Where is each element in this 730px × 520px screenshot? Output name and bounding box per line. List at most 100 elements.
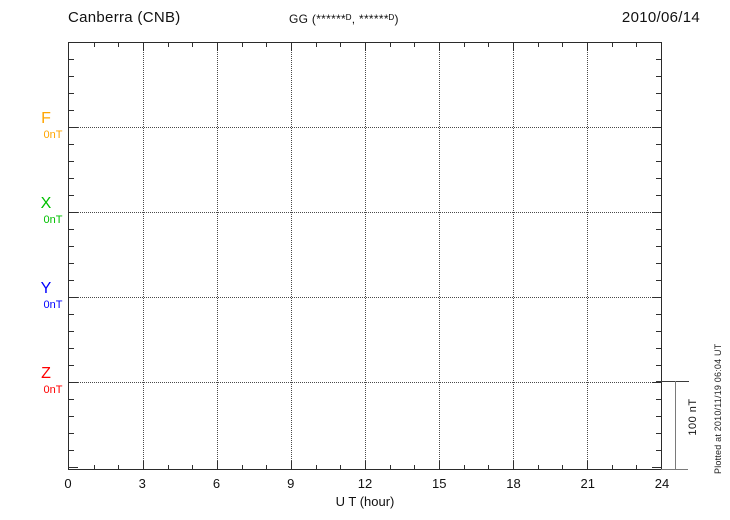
x-tick-label: 0 bbox=[64, 476, 72, 491]
y-tick-left bbox=[69, 262, 74, 264]
y-tick-right bbox=[656, 279, 661, 281]
geographic-coords-title: GG (******ᴰ, ******ᴰ) bbox=[289, 12, 399, 26]
x-tick-bottom bbox=[93, 465, 95, 469]
component-baseline-z: 0nT bbox=[43, 384, 63, 396]
scale-bar bbox=[675, 381, 676, 469]
x-tick-label: 3 bbox=[138, 476, 146, 491]
y-tick-right bbox=[656, 262, 661, 264]
plot-area bbox=[68, 42, 662, 470]
x-tick-top bbox=[488, 43, 490, 47]
x-tick-bottom bbox=[463, 465, 465, 469]
x-tick-top bbox=[266, 43, 268, 47]
component-label-z: Z bbox=[41, 365, 51, 382]
y-tick-left bbox=[69, 58, 74, 60]
x-tick-bottom bbox=[217, 461, 218, 469]
x-tick-top bbox=[439, 43, 440, 51]
x-tick-label: 18 bbox=[506, 476, 521, 491]
y-tick-right bbox=[656, 415, 661, 417]
x-tick-top bbox=[587, 43, 588, 51]
scale-bar-top-cap bbox=[656, 381, 689, 382]
y-tick-left bbox=[69, 126, 78, 128]
x-tick-bottom bbox=[636, 465, 638, 469]
x-tick-bottom bbox=[562, 465, 564, 469]
x-tick-top bbox=[414, 43, 416, 47]
y-tick-left bbox=[69, 211, 78, 213]
x-tick-top bbox=[463, 43, 465, 47]
y-tick-right bbox=[656, 75, 661, 77]
y-tick-right bbox=[656, 364, 661, 366]
x-tick-top bbox=[192, 43, 194, 47]
x-tick-top bbox=[241, 43, 243, 47]
y-tick-right bbox=[656, 92, 661, 94]
hour-gridline bbox=[587, 43, 588, 469]
y-tick-left bbox=[69, 347, 74, 349]
x-tick-bottom bbox=[167, 465, 169, 469]
x-tick-top bbox=[537, 43, 539, 47]
y-tick-left bbox=[69, 432, 74, 434]
y-tick-left bbox=[69, 245, 74, 247]
x-tick-top bbox=[167, 43, 169, 47]
component-baseline-y: 0nT bbox=[43, 299, 63, 311]
x-tick-top bbox=[291, 43, 292, 51]
x-tick-bottom bbox=[291, 461, 292, 469]
y-tick-left bbox=[69, 313, 74, 315]
x-tick-bottom bbox=[513, 461, 514, 469]
hour-gridline bbox=[291, 43, 292, 469]
y-tick-right bbox=[656, 347, 661, 349]
hour-gridline bbox=[217, 43, 218, 469]
hour-gridline bbox=[143, 43, 144, 469]
y-tick-left bbox=[69, 449, 74, 451]
station-title: Canberra (CNB) bbox=[68, 9, 181, 26]
y-tick-right bbox=[652, 211, 661, 213]
y-tick-left bbox=[69, 228, 74, 230]
x-tick-bottom bbox=[192, 465, 194, 469]
x-tick-bottom bbox=[389, 465, 391, 469]
x-tick-top bbox=[143, 43, 144, 51]
y-tick-left bbox=[69, 364, 74, 366]
x-tick-bottom bbox=[365, 461, 366, 469]
component-label-f: F bbox=[41, 110, 51, 127]
y-tick-left bbox=[69, 296, 78, 298]
x-tick-label: 12 bbox=[357, 476, 373, 491]
y-tick-left bbox=[69, 160, 74, 162]
y-tick-right bbox=[652, 466, 661, 468]
y-tick-left bbox=[69, 177, 74, 179]
y-tick-right bbox=[656, 109, 661, 111]
component-label-y: Y bbox=[40, 280, 52, 297]
y-tick-left bbox=[69, 466, 78, 468]
x-tick-bottom bbox=[118, 465, 120, 469]
y-tick-left bbox=[69, 143, 74, 145]
x-tick-top bbox=[636, 43, 638, 47]
y-tick-right bbox=[652, 126, 661, 128]
x-tick-bottom bbox=[587, 461, 588, 469]
x-tick-bottom bbox=[266, 465, 268, 469]
x-tick-bottom bbox=[488, 465, 490, 469]
y-tick-right bbox=[656, 449, 661, 451]
x-tick-top bbox=[365, 43, 366, 51]
y-tick-right bbox=[656, 245, 661, 247]
component-baseline-x: 0nT bbox=[43, 214, 63, 226]
x-axis-title: U T (hour) bbox=[335, 494, 395, 509]
x-tick-bottom bbox=[340, 465, 342, 469]
y-tick-left bbox=[69, 92, 74, 94]
x-tick-top bbox=[513, 43, 514, 51]
y-tick-right bbox=[652, 296, 661, 298]
y-tick-left bbox=[69, 330, 74, 332]
x-tick-label: 6 bbox=[212, 476, 221, 491]
plotted-at-note: Plotted at 2010/11/19 06:04 UT bbox=[713, 343, 723, 474]
y-tick-right bbox=[652, 381, 661, 383]
x-tick-bottom bbox=[315, 465, 317, 469]
y-tick-left bbox=[69, 109, 74, 111]
x-tick-top bbox=[315, 43, 317, 47]
x-tick-bottom bbox=[439, 461, 440, 469]
x-tick-top bbox=[389, 43, 391, 47]
y-tick-right bbox=[656, 313, 661, 315]
x-tick-bottom bbox=[143, 461, 144, 469]
component-label-x: X bbox=[40, 195, 52, 212]
plot-date: 2010/06/14 bbox=[621, 9, 700, 26]
x-tick-top bbox=[93, 43, 95, 47]
hour-gridline bbox=[439, 43, 440, 469]
y-tick-right bbox=[656, 194, 661, 196]
y-tick-left bbox=[69, 194, 74, 196]
